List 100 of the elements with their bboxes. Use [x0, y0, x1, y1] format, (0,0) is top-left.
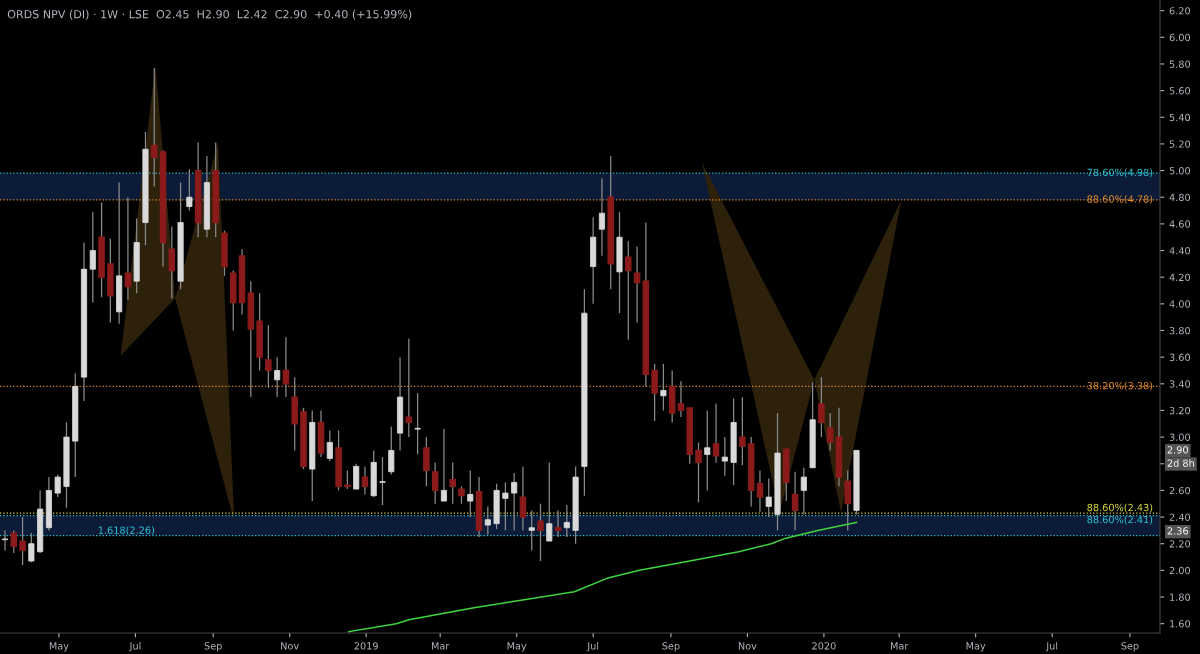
ref-line-label: 88.60%(4.78): [1087, 195, 1153, 204]
candlestick: [414, 392, 421, 456]
candlestick: [28, 532, 35, 563]
candlestick: [168, 225, 176, 300]
candlestick: [537, 503, 544, 562]
candlestick: [449, 461, 456, 505]
x-tick-label: May: [966, 642, 986, 652]
text: 2.90: [1167, 446, 1188, 454]
x-tick-label: Nov: [738, 642, 757, 650]
x-tick-label: Nov: [281, 642, 299, 650]
candlestick: [739, 396, 746, 466]
candlestick: [54, 473, 61, 498]
candlestick: [826, 412, 834, 452]
candlestick: [19, 516, 26, 566]
y-tick-label: 6.00: [1169, 33, 1191, 42]
y-tick-label: 5.20: [1169, 140, 1191, 148]
candlestick: [765, 477, 772, 518]
x-tick-label: 2019: [354, 642, 378, 650]
ref-line-label: 88.60%(2.43): [1087, 503, 1153, 513]
candlestick: [150, 67, 158, 188]
text: 2d 8h: [1167, 459, 1194, 467]
candlestick: [721, 436, 728, 477]
x-tick-label: Mar: [890, 642, 909, 650]
candlestick: [353, 463, 360, 490]
ref-line-label: 78.60%(4.98): [1087, 168, 1153, 178]
candlestick: [528, 509, 535, 552]
y-tick-label: 6.20: [1169, 7, 1191, 15]
candlestick: [89, 211, 96, 304]
y-tick-label: 3.80: [1169, 326, 1191, 335]
candlestick: [344, 469, 351, 490]
candlestick: [431, 461, 439, 505]
ref-line-label: 88.60%(2.41): [1087, 515, 1153, 525]
candlestick: [756, 469, 764, 513]
y-tick-label: 3.20: [1169, 406, 1191, 415]
annotation: 1.618(2.26): [98, 526, 155, 535]
candlestick: [563, 504, 570, 538]
candlestick: [124, 196, 132, 301]
candlestick: [546, 461, 553, 542]
y-tick-label: 4.40: [1169, 247, 1191, 255]
candlestick: [379, 456, 386, 506]
x-tick-label: May: [507, 642, 527, 652]
y-tick-label: 1.60: [1170, 620, 1191, 628]
text: ORDS NPV (DI) · 1W · LSE O2.45 H2.90 L2.42 C2.90 +0.40 (+15.99%): [7, 9, 412, 20]
candlestick: [186, 168, 193, 212]
candlestick: [440, 428, 447, 502]
y-tick-label: 5.60: [1169, 87, 1191, 95]
candlestick: [467, 469, 474, 518]
candlestick: [282, 336, 290, 398]
candlestick: [677, 380, 685, 418]
y-tick-label: 2.40: [1169, 513, 1191, 521]
candlestick: [423, 436, 430, 488]
candlestick: [1, 529, 9, 552]
candlestick: [405, 337, 413, 438]
x-tick-label: Jul: [129, 642, 141, 652]
y-tick-label: 4.00: [1169, 300, 1191, 308]
y-tick-label: 2.20: [1169, 540, 1191, 548]
candlestick: [844, 469, 851, 532]
x-tick-label: Sep: [662, 642, 680, 652]
x-tick-label: Sep: [1121, 642, 1139, 652]
candlestick: [388, 425, 395, 476]
x-tick-label: Sep: [204, 642, 222, 652]
y-tick-label: 3.00: [1169, 433, 1191, 441]
candlestick: [519, 465, 527, 532]
candlestick: [10, 529, 18, 554]
y-tick-label: 5.80: [1169, 60, 1191, 68]
candlestick: [554, 509, 562, 538]
y-tick-label: 4.20: [1169, 273, 1191, 282]
candlestick: [704, 409, 711, 492]
candlestick: [598, 177, 605, 257]
candlestick: [633, 245, 641, 324]
candlestick: [484, 505, 491, 536]
y-tick-label: 5.00: [1169, 167, 1191, 175]
candlestick: [274, 356, 281, 398]
y-tick-label: 1.80: [1170, 593, 1191, 601]
y-tick-label: 2.60: [1169, 486, 1191, 495]
y-tick-label: 3.60: [1169, 353, 1191, 361]
candlestick: [361, 465, 369, 496]
candlestick: [695, 441, 702, 504]
y-tick-label: 4.80: [1169, 193, 1191, 202]
text: 2.36: [1167, 527, 1188, 535]
line-series: [347, 521, 858, 633]
candlestick: [651, 363, 658, 422]
x-tick-label: Mar: [431, 642, 450, 650]
y-tick-label: 2.00: [1169, 566, 1191, 575]
y-tick-label: 3.40: [1169, 380, 1191, 388]
candlestick: [818, 376, 825, 438]
candlestick: [326, 429, 333, 462]
candlestick: [800, 467, 807, 516]
candlestick: [502, 481, 509, 532]
x-tick-label: Jul: [586, 642, 599, 652]
y-tick-label: 5.40: [1169, 113, 1191, 122]
y-tick-label: 4.60: [1169, 220, 1191, 228]
x-tick-label: May: [49, 642, 69, 652]
candlestick: [791, 471, 799, 532]
candlestick: [511, 472, 518, 532]
candlestick: [625, 240, 632, 341]
ref-line-label: 38.20%(3.38): [1087, 381, 1153, 391]
candlestick: [712, 403, 720, 464]
x-tick-label: 2020: [812, 642, 836, 650]
candlestick: [265, 324, 272, 389]
